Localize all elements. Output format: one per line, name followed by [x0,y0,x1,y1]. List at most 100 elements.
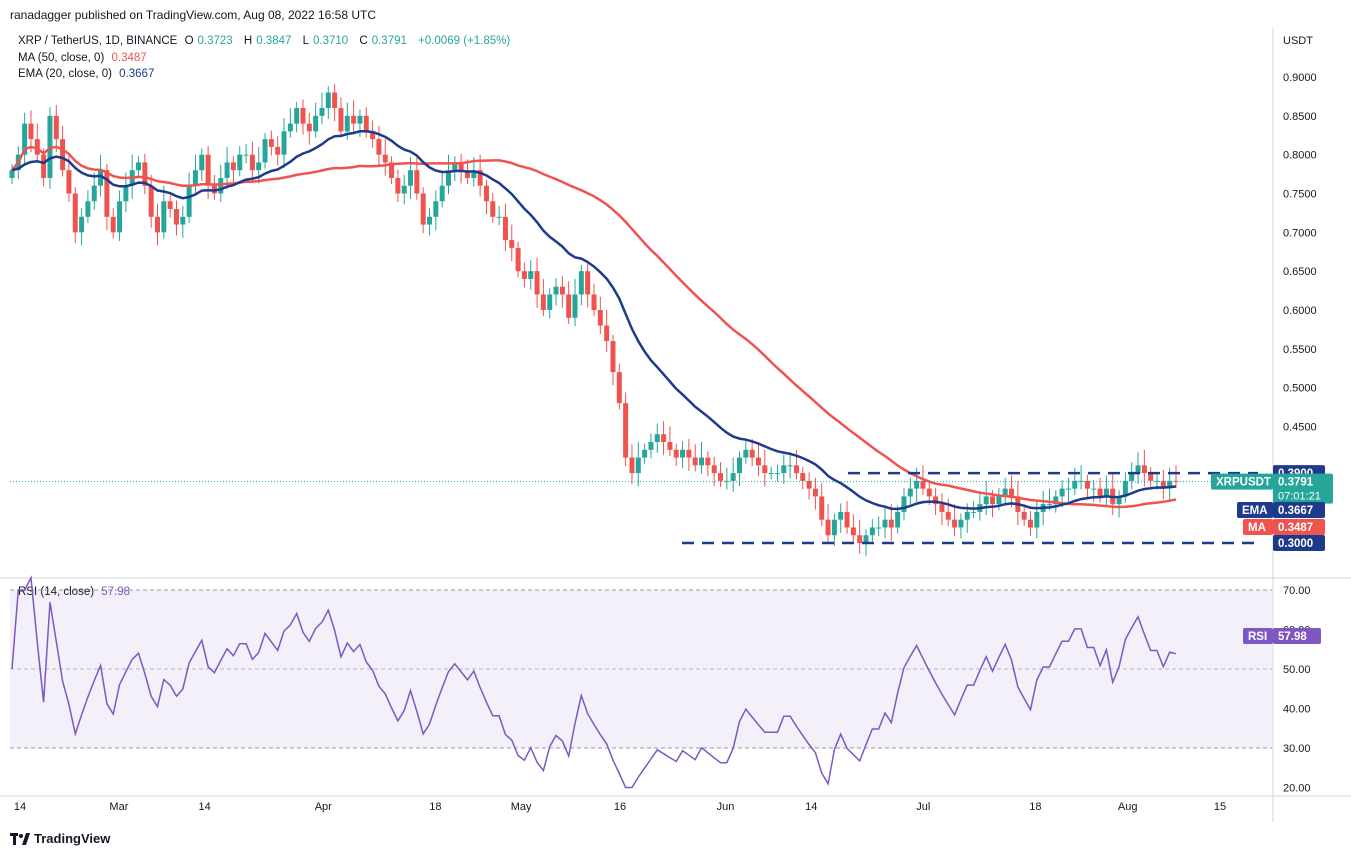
candle-body [161,201,167,233]
candle-body [464,170,470,178]
legend-ema-label: EMA (20, close, 0) [18,68,112,80]
candle-body [616,372,622,404]
candle-body [243,154,249,156]
candle-body [389,162,395,178]
candle-body [737,457,742,474]
ema-20-line [11,130,1177,511]
candle-body [623,403,629,458]
time-tick-label: Jul [916,801,930,813]
candle-body [825,519,831,536]
candle-body [344,115,350,132]
candle-body [1009,488,1015,497]
candle-body [332,92,338,109]
candle-body [604,325,610,342]
candle-body [110,216,116,233]
candle-body [395,177,401,194]
legend-rsi-row: RSI (14, close) 57.98 [18,586,134,598]
candle-body [452,162,458,171]
time-tick-label: 14 [805,801,817,813]
candle-body [920,480,926,489]
candle-body [338,108,344,132]
legend-high: H 0.3847 [243,35,292,47]
candle-body [572,294,578,318]
price-tick-label: 0.8500 [1283,111,1317,123]
candle-body [1148,473,1154,481]
candle-body [224,162,230,178]
legend-ema-row: EMA (20, close, 0) 0.3667 [18,68,158,80]
candle-body [743,449,749,458]
candle-body [490,201,496,217]
candle-body [844,511,850,528]
candle-body [800,473,806,481]
candle-body [945,511,951,520]
candle-body [79,216,85,233]
last-price-value: 0.3791 [1278,477,1314,489]
ma-tag: MA [1248,522,1266,534]
candle-body [926,488,932,497]
candle-body [819,496,825,520]
candle-body [642,449,648,458]
symbol-tag: XRPUSDT [1216,477,1271,489]
symbol-tag-bg [1211,473,1273,490]
legend-symbol: XRP / TetherUS, 1D, BINANCE [18,35,178,47]
time-tick-label: 18 [1029,801,1041,813]
candle-body [376,139,382,155]
candle-body [1091,488,1097,490]
candle-body [414,170,420,194]
candle-body [483,185,489,202]
legend-symbol-row: XRP / TetherUS, 1D, BINANCE O 0.3723 H 0.3… [18,35,514,47]
candle-body [351,115,357,124]
candle-body [142,162,148,186]
candle-body [983,496,989,505]
candle-body [850,527,856,536]
rsi-tick-label: 20.00 [1283,783,1311,795]
ma-50-line [11,145,1177,509]
candle-body [28,123,34,140]
candle-body [1053,496,1059,505]
tradingview-logo-icon [10,832,30,845]
candle-body [173,209,179,225]
candle-body [540,294,546,310]
candle-body [281,131,287,155]
candle-body [268,139,274,147]
candle-body [952,519,958,528]
candle-body [148,185,154,217]
ema-price-badge: 0.3667 [1278,505,1313,517]
candle-body [1034,511,1040,528]
candle-body [730,473,736,481]
candle-body [287,123,293,132]
candle-body [199,154,205,171]
level-price-badge-bg [1273,535,1325,551]
candle-body [547,294,553,310]
price-tick-label: 0.5500 [1283,344,1317,356]
legend-ma-row: MA (50, close, 0) 0.3487 [18,52,151,64]
candle-body [971,511,977,513]
rsi-tick-label: 40.00 [1283,704,1311,716]
rsi-value-badge: 57.98 [1278,631,1307,643]
level-price-badge: 0.3000 [1278,538,1313,550]
candle-body [990,496,996,505]
candle-body [1103,488,1109,497]
candle-body [306,123,312,132]
candle-body [1046,504,1052,506]
candle-body [66,170,72,194]
candle-body [566,294,572,318]
candle-body [300,108,306,124]
rsi-value-badge-bg [1273,628,1321,644]
candle-body [98,170,104,186]
price-tick-label: 0.4500 [1283,422,1317,434]
time-tick-label: Aug [1118,801,1138,813]
ma-price-badge: 0.3487 [1278,522,1313,534]
candle-body [262,139,268,163]
candle-body [654,434,660,443]
candle-body [1097,488,1103,497]
legend-rsi-label: RSI (14, close) [18,586,95,598]
candle-body [1059,488,1065,497]
candle-body [1065,488,1071,490]
time-tick-label: Jun [717,801,735,813]
candle-body [724,480,730,482]
legend-rsi-value: 57.98 [101,586,131,598]
candle-body [939,504,945,512]
